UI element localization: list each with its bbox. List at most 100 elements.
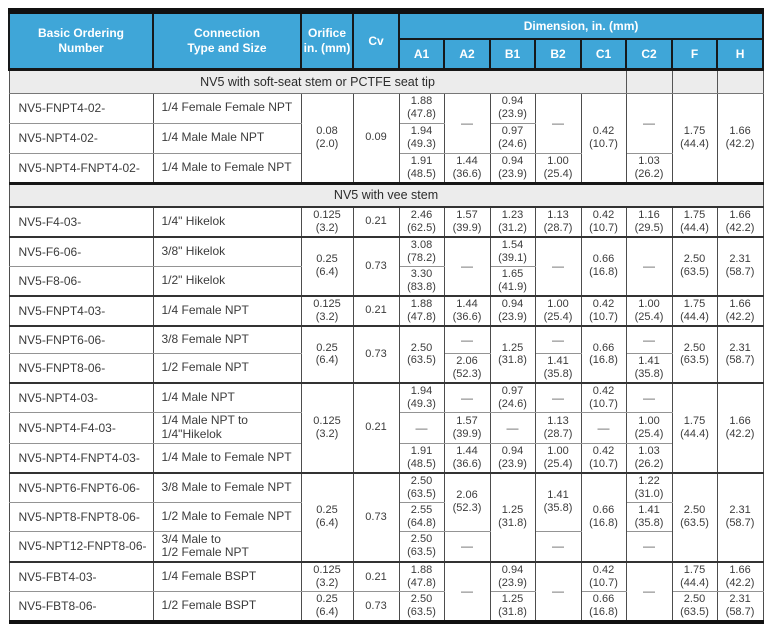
- header-dim-c2: C2: [625, 38, 673, 70]
- cell-conn: 3/8" Hikelok: [152, 235, 302, 267]
- cell-cv: 0.09: [352, 92, 400, 184]
- cell-b2: 1.41 (35.8): [534, 471, 582, 532]
- cell-name: NV5-NPT4-FNPT4-03-: [8, 442, 154, 474]
- cell-cv: 0.21: [352, 561, 400, 593]
- cell-c1: 0.66 (16.8): [580, 324, 627, 384]
- cell-c2: 1.16 (29.5): [625, 206, 673, 238]
- cell-c1: 0.66 (16.8): [580, 235, 627, 297]
- cell-b2: —: [534, 530, 582, 563]
- cell-orifice: 0.125 (3.2): [300, 561, 354, 593]
- cell-b1: 1.54 (39.1): [489, 235, 536, 267]
- header-cv: Cv: [352, 10, 400, 70]
- cell-f: 2.50 (63.5): [671, 591, 718, 623]
- cell-b2: 1.13 (28.7): [534, 206, 582, 238]
- table-row: NV5-NPT12-FNPT8-06- 3/4 Male to 1/2 Femal…: [8, 530, 763, 563]
- cell-orifice: 0.25 (6.4): [300, 591, 354, 623]
- header-dim-c1: C1: [580, 38, 627, 70]
- cell-conn: 3/8 Male to Female NPT: [152, 471, 302, 503]
- cell-conn: 1/4" Hikelok: [152, 206, 302, 238]
- cell-b2: —: [534, 235, 582, 297]
- table-row: NV5-NPT4-F4-03- 1/4 Male NPT to 1/4"Hikel…: [8, 412, 763, 444]
- cell-b1: 1.25 (31.8): [489, 324, 536, 384]
- cell-orifice: 0.08 (2.0): [300, 92, 354, 184]
- cell-b1: 0.94 (23.9): [489, 152, 536, 184]
- cell-b2: 1.13 (28.7): [534, 412, 582, 444]
- cell-h: 1.66 (42.2): [716, 382, 764, 474]
- cell-conn: 1/2" Hikelok: [152, 265, 302, 297]
- cell-conn: 1/4 Female BSPT: [152, 561, 302, 593]
- cell-b2: —: [534, 382, 582, 414]
- spec-table: Basic Ordering Number Connection Type an…: [8, 8, 765, 624]
- cell-c1: 0.42 (10.7): [580, 294, 627, 327]
- table-header: Basic Ordering Number Connection Type an…: [8, 10, 765, 70]
- table-row: NV5-F4-03- 1/4" Hikelok 0.125 (3.2) 0.21 2.4…: [8, 206, 764, 238]
- cell-name: NV5-FNPT4-02-: [8, 92, 154, 124]
- cell-name: NV5-FBT8-06-: [8, 591, 154, 623]
- table-row: NV5-FBT4-03- 1/4 Female BSPT 0.125 (3.2) 0.…: [8, 561, 764, 623]
- table-row: NV5-NPT8-FNPT8-06- 1/2 Male to Female NPT…: [8, 501, 763, 532]
- header-dim-b2: B2: [534, 38, 582, 70]
- cell-c1: 0.42 (10.7): [580, 206, 627, 238]
- cell-b1: 0.94 (23.9): [489, 294, 536, 327]
- header-dim-h: H: [715, 38, 765, 70]
- cell-name: NV5-FBT4-03-: [8, 561, 154, 593]
- cell-f: 1.75 (44.4): [671, 92, 718, 184]
- cell-c1: 0.42 (10.7): [580, 92, 627, 184]
- cell-orifice: 0.125 (3.2): [300, 294, 354, 327]
- cell-a2: —: [443, 235, 491, 297]
- table-row: NV5-FNPT8-06- 1/2 Female NPT 2.06 (52.3) 1.…: [8, 353, 763, 384]
- cell-a1: 1.88 (47.8): [398, 561, 445, 593]
- cell-b1: 1.23 (31.2): [489, 206, 536, 238]
- cell-a1: 2.50 (63.5): [398, 471, 445, 503]
- cell-a1: 1.91 (48.5): [398, 442, 445, 474]
- cell-a2: 1.44 (36.6): [443, 152, 491, 184]
- cell-c2: 1.00 (25.4): [625, 294, 673, 327]
- cell-conn: 1/2 Female NPT: [152, 353, 302, 384]
- cell-f: 1.75 (44.4): [671, 206, 718, 238]
- cell-orifice: 0.25 (6.4): [300, 235, 354, 297]
- cell-c2: 1.41 (35.8): [625, 501, 673, 532]
- cell-a2: 1.57 (39.9): [443, 412, 491, 444]
- cell-name: NV5-NPT6-FNPT6-06-: [8, 471, 154, 503]
- cell-c2: 1.00 (25.4): [625, 412, 673, 444]
- cell-c2: —: [625, 324, 673, 355]
- cell-conn: 1/4 Male NPT: [152, 382, 302, 414]
- cell-name: NV5-F4-03-: [8, 206, 154, 238]
- cell-cv: 0.21: [352, 382, 400, 474]
- cell-c2: —: [625, 561, 673, 623]
- table-row: NV5-FNPT4-03- 1/4 Female NPT 0.125 (3.2) 0.…: [8, 294, 764, 327]
- cell-b1: 0.94 (23.9): [489, 442, 536, 474]
- cell-a1: 2.50 (63.5): [398, 591, 445, 623]
- cell-conn: 1/4 Female NPT: [152, 294, 302, 327]
- header-connection-type-size: Connection Type and Size: [152, 10, 302, 70]
- cell-orifice: 0.125 (3.2): [300, 382, 354, 474]
- cell-conn: 3/8 Female NPT: [152, 324, 302, 355]
- cell-f: 1.75 (44.4): [671, 561, 718, 593]
- cell-cv: 0.73: [352, 324, 400, 384]
- cell-a2: 2.06 (52.3): [443, 353, 491, 384]
- table-row: NV5-NPT4-03- 1/4 Male NPT 0.125 (3.2) 0.21 1…: [8, 382, 764, 474]
- cell-b1: 0.94 (23.9): [489, 561, 536, 593]
- cell-f: 1.75 (44.4): [671, 382, 718, 474]
- cell-h: 1.66 (42.2): [716, 294, 764, 327]
- cell-a2: 2.06 (52.3): [443, 471, 491, 532]
- cell-h: 2.31 (58.7): [716, 591, 764, 623]
- cell-b2: 1.00 (25.4): [534, 152, 582, 184]
- cell-a1: 1.88 (47.8): [398, 92, 445, 124]
- cell-a1: 1.88 (47.8): [398, 294, 445, 327]
- header-dim-f: F: [671, 38, 718, 70]
- cell-b2: —: [534, 92, 582, 154]
- cell-name: NV5-NPT8-FNPT8-06-: [8, 501, 154, 532]
- header-dim-a2: A2: [443, 38, 491, 70]
- cell-b1: 1.25 (31.8): [489, 471, 536, 563]
- cell-a1: —: [398, 412, 445, 444]
- section-title: NV5 with vee stem: [8, 181, 764, 208]
- cell-cv: 0.73: [352, 591, 400, 623]
- cell-conn: 1/4 Female Female NPT: [152, 92, 302, 124]
- cell-conn: 1/2 Female BSPT: [152, 591, 302, 623]
- cell-c2: 1.41 (35.8): [625, 353, 673, 384]
- cell-name: NV5-NPT4-F4-03-: [8, 412, 154, 444]
- cell-name: NV5-NPT4-FNPT4-02-: [8, 152, 154, 184]
- cell-b2: 1.00 (25.4): [534, 294, 582, 327]
